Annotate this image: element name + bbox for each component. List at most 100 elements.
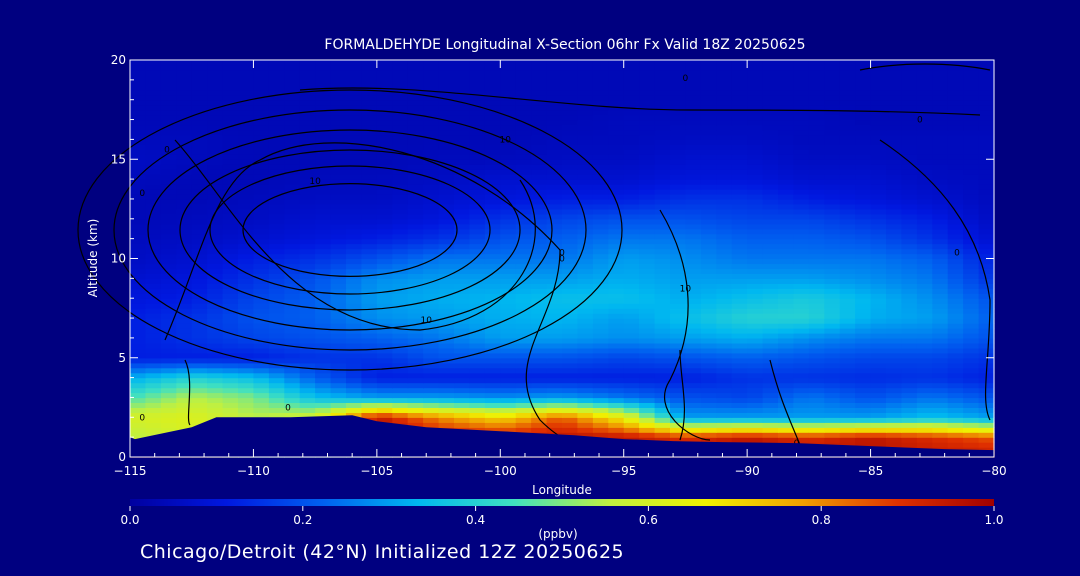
heatmap-cell [191, 293, 208, 299]
heatmap-cell [839, 357, 856, 364]
heatmap-cell [639, 114, 656, 121]
heatmap-cell [392, 169, 409, 175]
heatmap-cell [531, 278, 548, 284]
heatmap-cell [330, 164, 347, 170]
heatmap-cell [824, 288, 841, 294]
heatmap-cell [546, 94, 563, 101]
heatmap-cell [932, 198, 949, 205]
heatmap-cell [531, 144, 548, 150]
heatmap-cell [978, 233, 995, 240]
x-tick-label: −80 [981, 464, 1006, 478]
heatmap-cell [808, 362, 825, 369]
heatmap-cell [916, 258, 933, 265]
heatmap-cell [145, 74, 162, 81]
heatmap-cell [731, 288, 748, 294]
heatmap-cell [947, 119, 964, 126]
heatmap-cell [176, 65, 193, 71]
heatmap-cell [299, 283, 316, 289]
heatmap-cell [654, 382, 671, 389]
heatmap-cell [654, 94, 671, 101]
heatmap-cell [808, 218, 825, 225]
heatmap-cell [731, 258, 748, 265]
heatmap-cell [515, 362, 532, 369]
heatmap-cell [222, 94, 239, 101]
heatmap-cell [901, 352, 918, 359]
heatmap-cell [299, 174, 316, 180]
heatmap-cell [469, 323, 486, 329]
heatmap-cell [268, 213, 285, 220]
heatmap-cell [870, 223, 887, 230]
heatmap-cell [438, 417, 455, 423]
heatmap-cell [130, 273, 146, 279]
heatmap-cell [500, 422, 517, 428]
heatmap-cell [531, 65, 548, 71]
heatmap-cell [222, 372, 239, 379]
heatmap-cell [454, 164, 470, 170]
heatmap-cell [222, 60, 239, 66]
heatmap-cell [947, 134, 964, 140]
heatmap-cell [330, 318, 347, 324]
heatmap-cell [808, 328, 825, 334]
heatmap-cell [423, 323, 440, 329]
heatmap-cell [330, 134, 347, 140]
heatmap-cell [315, 84, 332, 91]
heatmap-cell [978, 184, 995, 190]
heatmap-cell [191, 283, 208, 289]
heatmap-cell [793, 189, 810, 195]
heatmap-cell [577, 323, 594, 329]
heatmap-cell [623, 228, 640, 235]
heatmap-cell [469, 208, 486, 215]
heatmap-cell [778, 293, 794, 299]
heatmap-cell [901, 243, 918, 250]
heatmap-cell [454, 367, 470, 374]
heatmap-cell [824, 268, 841, 274]
heatmap-cell [793, 124, 810, 131]
heatmap-cell [268, 347, 285, 354]
heatmap-cell [222, 164, 239, 170]
heatmap-cell [778, 332, 794, 339]
heatmap-cell [238, 377, 254, 384]
heatmap-cell [685, 223, 702, 230]
heatmap-cell [500, 194, 517, 200]
heatmap-cell [268, 397, 285, 403]
heatmap-cell [284, 104, 301, 111]
heatmap-cell [916, 69, 933, 76]
heatmap-cell [160, 278, 177, 284]
heatmap-cell [222, 228, 239, 235]
heatmap-cell [700, 109, 717, 116]
heatmap-cell [654, 194, 671, 200]
heatmap-cell [608, 129, 625, 136]
heatmap-cell [130, 189, 146, 195]
heatmap-cell [562, 189, 578, 195]
heatmap-cell [207, 412, 224, 418]
heatmap-cell [145, 114, 162, 121]
heatmap-cell [469, 223, 486, 230]
heatmap-cell [315, 114, 332, 121]
heatmap-cell [839, 228, 856, 235]
heatmap-cell [623, 253, 640, 260]
heatmap-cell [376, 89, 393, 96]
heatmap-cell [392, 372, 409, 379]
heatmap-cell [577, 94, 594, 101]
heatmap-cell [886, 129, 902, 136]
heatmap-cell [531, 323, 548, 329]
heatmap-cell [253, 233, 270, 240]
heatmap-cell [191, 109, 208, 116]
heatmap-cell [716, 407, 733, 413]
heatmap-cell [500, 69, 517, 76]
heatmap-cell [639, 60, 656, 66]
heatmap-cell [160, 189, 177, 195]
heatmap-cell [670, 283, 686, 289]
heatmap-cell [469, 357, 486, 364]
heatmap-cell [747, 397, 764, 403]
heatmap-cell [330, 387, 347, 394]
heatmap-cell [454, 124, 470, 131]
heatmap-cell [253, 293, 270, 299]
heatmap-cell [407, 323, 424, 329]
heatmap-cell [685, 184, 702, 190]
heatmap-cell [330, 144, 347, 150]
heatmap-cell [932, 263, 949, 270]
colorbar-tick-label: 0.6 [639, 513, 658, 527]
heatmap-cell [562, 303, 578, 309]
heatmap-cell [808, 337, 825, 344]
